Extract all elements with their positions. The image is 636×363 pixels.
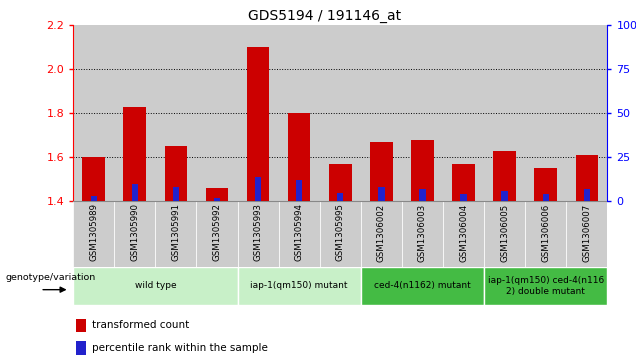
- Bar: [361, 25, 402, 201]
- Text: GSM1306007: GSM1306007: [583, 203, 591, 262]
- Bar: [402, 25, 443, 201]
- Text: genotype/variation: genotype/variation: [6, 273, 96, 282]
- Bar: [73, 25, 114, 201]
- Text: GSM1306006: GSM1306006: [541, 203, 550, 262]
- Bar: [494, 151, 516, 201]
- Bar: [443, 25, 484, 201]
- Text: GSM1306004: GSM1306004: [459, 203, 468, 262]
- Bar: [76, 342, 86, 355]
- Title: GDS5194 / 191146_at: GDS5194 / 191146_at: [247, 9, 401, 23]
- Bar: [197, 201, 237, 267]
- Bar: [237, 201, 279, 267]
- Bar: [337, 193, 343, 201]
- Bar: [584, 189, 590, 201]
- Bar: [534, 168, 557, 201]
- Bar: [155, 201, 197, 267]
- Bar: [320, 25, 361, 201]
- Bar: [501, 191, 508, 201]
- Bar: [247, 48, 270, 201]
- Bar: [197, 25, 237, 201]
- Bar: [296, 180, 302, 201]
- Bar: [83, 158, 105, 201]
- Bar: [155, 25, 197, 201]
- Bar: [566, 25, 607, 201]
- Bar: [114, 201, 155, 267]
- Bar: [566, 201, 607, 267]
- Bar: [329, 164, 352, 201]
- Text: ced-4(n1162) mutant: ced-4(n1162) mutant: [374, 281, 471, 290]
- Text: GSM1306003: GSM1306003: [418, 203, 427, 262]
- Text: iap-1(qm150) ced-4(n116
2) double mutant: iap-1(qm150) ced-4(n116 2) double mutant: [488, 276, 604, 295]
- Bar: [114, 25, 155, 201]
- Bar: [370, 142, 392, 201]
- Bar: [484, 201, 525, 267]
- Bar: [484, 267, 607, 305]
- Bar: [73, 267, 237, 305]
- Bar: [205, 188, 228, 201]
- Bar: [255, 177, 261, 201]
- Text: GSM1305992: GSM1305992: [212, 203, 221, 261]
- Bar: [173, 187, 179, 201]
- Bar: [576, 155, 598, 201]
- Text: GSM1305993: GSM1305993: [254, 203, 263, 261]
- Bar: [73, 201, 114, 267]
- Bar: [361, 201, 402, 267]
- Bar: [279, 201, 320, 267]
- Text: GSM1305994: GSM1305994: [294, 203, 303, 261]
- Bar: [378, 187, 385, 201]
- Bar: [288, 113, 310, 201]
- Bar: [361, 267, 484, 305]
- Bar: [214, 198, 220, 201]
- Text: GSM1305991: GSM1305991: [171, 203, 181, 261]
- Text: GSM1306002: GSM1306002: [377, 203, 386, 262]
- Bar: [132, 184, 138, 201]
- Text: percentile rank within the sample: percentile rank within the sample: [92, 343, 268, 353]
- Text: GSM1305989: GSM1305989: [89, 203, 98, 261]
- Text: GSM1305995: GSM1305995: [336, 203, 345, 261]
- Bar: [443, 201, 484, 267]
- Bar: [76, 319, 86, 332]
- Bar: [123, 107, 146, 201]
- Bar: [279, 25, 320, 201]
- Bar: [460, 195, 467, 201]
- Bar: [419, 189, 425, 201]
- Text: iap-1(qm150) mutant: iap-1(qm150) mutant: [251, 281, 348, 290]
- Bar: [165, 146, 187, 201]
- Bar: [525, 25, 566, 201]
- Text: wild type: wild type: [135, 281, 176, 290]
- Text: GSM1306005: GSM1306005: [500, 203, 509, 262]
- Bar: [411, 140, 434, 201]
- Text: transformed count: transformed count: [92, 321, 190, 330]
- Bar: [237, 25, 279, 201]
- Bar: [90, 196, 97, 201]
- Bar: [525, 201, 566, 267]
- Bar: [320, 201, 361, 267]
- Bar: [402, 201, 443, 267]
- Bar: [543, 195, 549, 201]
- Text: GSM1305990: GSM1305990: [130, 203, 139, 261]
- Bar: [452, 164, 475, 201]
- Bar: [237, 267, 361, 305]
- Bar: [484, 25, 525, 201]
